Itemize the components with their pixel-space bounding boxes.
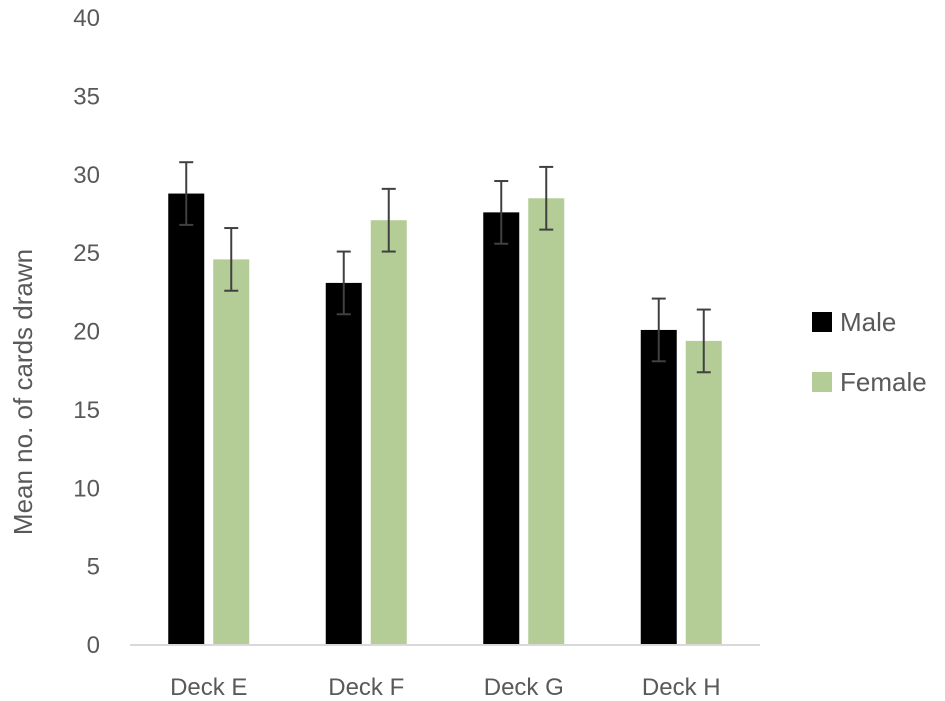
bar-male-deck-f bbox=[325, 282, 362, 645]
legend: Male Female bbox=[812, 307, 927, 397]
legend-label-female: Female bbox=[840, 367, 927, 397]
error-bar bbox=[494, 180, 509, 245]
legend-label-male: Male bbox=[840, 307, 896, 337]
y-tick-label: 0 bbox=[87, 632, 100, 659]
y-axis-ticks: 0 5 10 15 20 25 30 35 40 bbox=[73, 5, 100, 659]
error-bar bbox=[651, 297, 666, 363]
bar-female-deck-g bbox=[528, 198, 565, 645]
y-axis-title: Mean no. of cards drawn bbox=[8, 249, 38, 535]
x-tick-label: Deck H bbox=[642, 674, 721, 701]
bar-male-deck-h bbox=[640, 329, 677, 645]
error-bar bbox=[224, 227, 239, 292]
y-tick-label: 20 bbox=[73, 319, 100, 346]
bar-male-deck-e bbox=[168, 193, 205, 645]
y-tick-label: 25 bbox=[73, 240, 100, 267]
x-tick-label: Deck F bbox=[328, 674, 404, 701]
y-tick-label: 40 bbox=[73, 5, 100, 32]
bar-female-deck-f bbox=[370, 220, 407, 645]
y-tick-label: 5 bbox=[87, 554, 100, 581]
legend-swatch-male bbox=[812, 312, 832, 332]
legend-swatch-female bbox=[812, 372, 832, 392]
y-tick-label: 10 bbox=[73, 475, 100, 502]
x-axis-ticks: Deck E Deck F Deck G Deck H bbox=[170, 674, 721, 701]
bar-female-deck-e bbox=[213, 259, 250, 645]
bar-female-deck-h bbox=[685, 340, 722, 645]
error-bar bbox=[179, 161, 194, 226]
error-bar bbox=[539, 165, 554, 231]
y-tick-label: 30 bbox=[73, 162, 100, 189]
y-tick-label: 35 bbox=[73, 83, 100, 110]
error-bar bbox=[336, 250, 351, 316]
x-tick-label: Deck G bbox=[484, 674, 564, 701]
error-bar bbox=[696, 308, 711, 374]
y-tick-label: 15 bbox=[73, 397, 100, 424]
x-tick-label: Deck E bbox=[170, 674, 247, 701]
bar-male-deck-g bbox=[483, 212, 520, 645]
error-bar bbox=[381, 187, 396, 253]
plot-area bbox=[168, 161, 722, 645]
